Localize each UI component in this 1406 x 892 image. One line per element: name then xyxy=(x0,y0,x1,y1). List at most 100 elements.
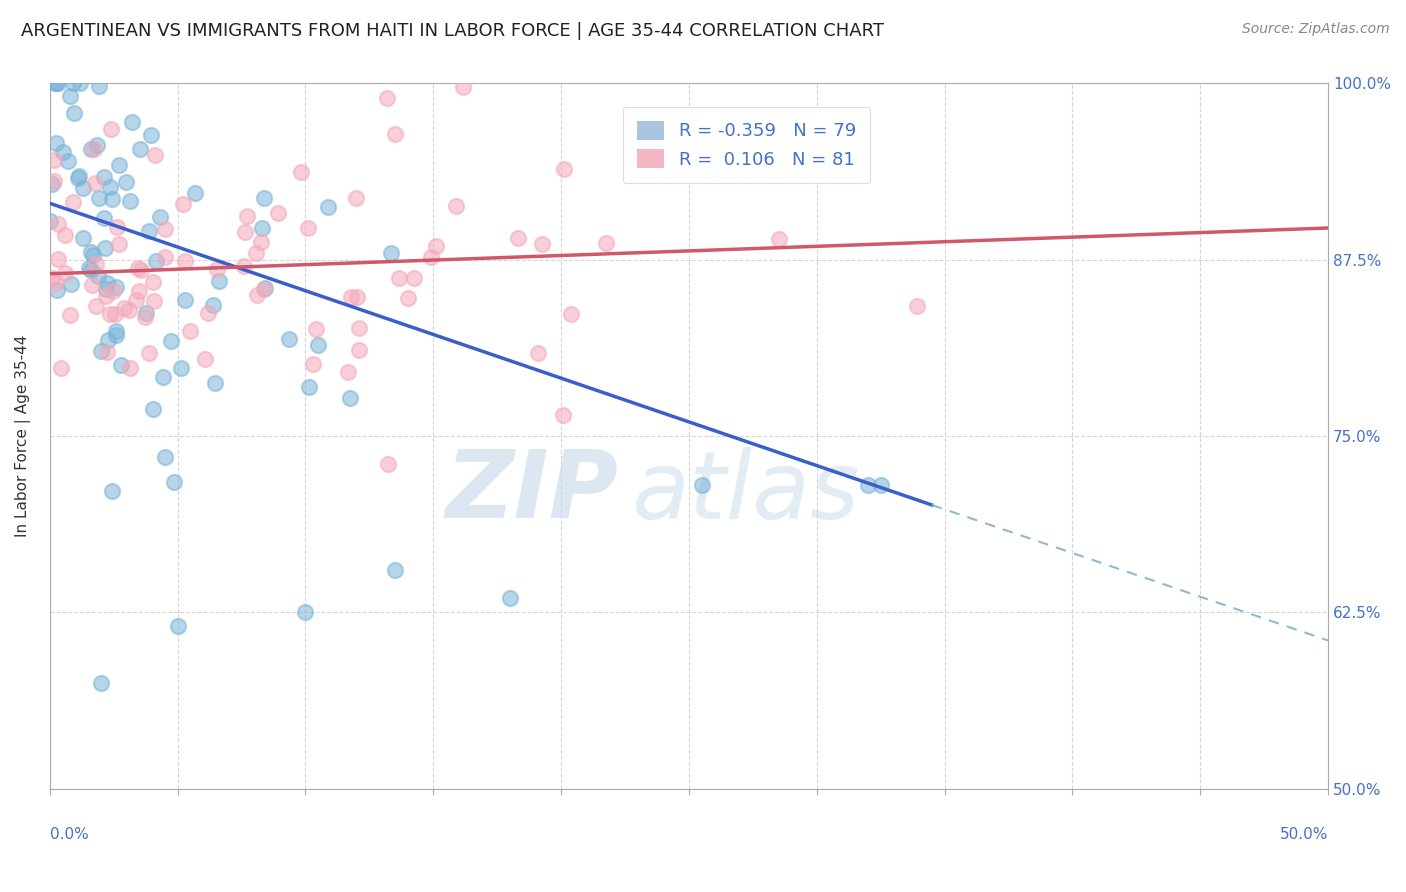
Point xyxy=(93,211,115,226)
Point xyxy=(141,128,163,143)
Point xyxy=(197,305,219,319)
Point xyxy=(67,169,90,183)
Point xyxy=(86,268,108,283)
Point xyxy=(77,260,100,275)
Point xyxy=(340,290,363,304)
Point xyxy=(107,236,129,251)
Point xyxy=(101,483,124,498)
Point xyxy=(127,261,149,276)
Point xyxy=(153,450,176,464)
Point xyxy=(347,321,370,335)
Point xyxy=(856,478,879,492)
Point xyxy=(62,77,84,91)
Point xyxy=(104,308,127,322)
Point xyxy=(869,478,891,492)
Point xyxy=(121,114,143,128)
Text: ARGENTINEAN VS IMMIGRANTS FROM HAITI IN LABOR FORCE | AGE 35-44 CORRELATION CHAR: ARGENTINEAN VS IMMIGRANTS FROM HAITI IN … xyxy=(21,22,884,40)
Point xyxy=(316,200,339,214)
Point xyxy=(105,219,128,234)
Point xyxy=(86,137,108,152)
Point xyxy=(93,169,115,184)
Point xyxy=(163,475,186,489)
Point xyxy=(53,227,76,242)
Point xyxy=(377,457,399,471)
Point xyxy=(184,186,207,201)
Point xyxy=(134,310,156,324)
Point xyxy=(104,279,127,293)
Point xyxy=(45,77,67,91)
Text: ZIP: ZIP xyxy=(446,446,619,539)
Point xyxy=(49,361,72,376)
Point xyxy=(205,261,228,276)
Point xyxy=(138,224,160,238)
Point xyxy=(62,106,84,120)
Point xyxy=(62,195,84,210)
Point xyxy=(96,282,118,296)
Point xyxy=(339,391,361,405)
Point xyxy=(278,332,301,346)
Point xyxy=(384,128,406,142)
Point xyxy=(245,246,267,260)
Point xyxy=(290,165,312,179)
Point xyxy=(236,209,259,223)
Point xyxy=(96,344,118,359)
Point xyxy=(297,220,319,235)
Point xyxy=(84,299,107,313)
Point xyxy=(425,239,447,253)
Point xyxy=(201,298,224,312)
Point xyxy=(135,306,157,320)
Point xyxy=(499,591,522,606)
Point xyxy=(307,338,329,352)
Point xyxy=(553,161,575,176)
Point xyxy=(56,154,79,169)
Point xyxy=(253,282,276,296)
Point xyxy=(120,194,142,209)
Point xyxy=(768,232,790,246)
Point xyxy=(45,284,67,298)
Text: 50.0%: 50.0% xyxy=(1279,827,1329,842)
Point xyxy=(174,293,197,308)
Point xyxy=(249,235,271,249)
Point xyxy=(174,253,197,268)
Point xyxy=(82,278,104,293)
Point xyxy=(159,334,181,349)
Point xyxy=(97,333,120,347)
Point xyxy=(110,358,132,372)
Point xyxy=(560,307,582,321)
Point xyxy=(396,291,419,305)
Point xyxy=(346,290,368,304)
Point xyxy=(301,357,323,371)
Point xyxy=(179,324,201,338)
Text: Source: ZipAtlas.com: Source: ZipAtlas.com xyxy=(1241,22,1389,37)
Point xyxy=(96,289,118,303)
Point xyxy=(253,191,276,205)
Text: atlas: atlas xyxy=(631,447,859,538)
Point xyxy=(66,171,89,186)
Point xyxy=(100,193,122,207)
Point xyxy=(105,328,128,343)
Point xyxy=(98,307,121,321)
Point xyxy=(103,284,125,298)
Point xyxy=(294,605,316,619)
Point xyxy=(153,250,176,264)
Point xyxy=(298,380,321,394)
Point xyxy=(145,253,167,268)
Point xyxy=(250,221,273,235)
Point xyxy=(143,148,166,162)
Point xyxy=(204,376,226,391)
Point xyxy=(451,79,474,94)
Point xyxy=(108,158,131,172)
Point xyxy=(51,145,73,159)
Point xyxy=(595,236,617,251)
Point xyxy=(253,281,276,295)
Point xyxy=(128,284,150,298)
Point xyxy=(98,179,121,194)
Point xyxy=(83,142,105,156)
Point xyxy=(90,344,112,359)
Point xyxy=(84,257,107,271)
Point xyxy=(344,190,367,204)
Point xyxy=(79,244,101,259)
Point xyxy=(41,271,63,285)
Point xyxy=(114,175,136,189)
Point xyxy=(59,89,82,103)
